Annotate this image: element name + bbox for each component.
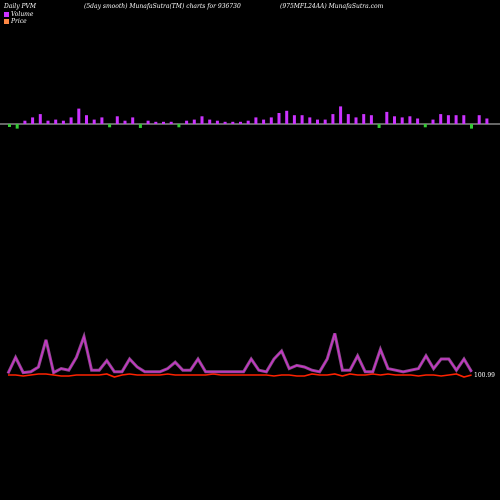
volume-bar bbox=[262, 119, 266, 124]
volume-bar bbox=[8, 124, 11, 127]
legend-volume: Volume bbox=[4, 11, 33, 18]
volume-swatch-icon bbox=[4, 12, 9, 17]
volume-bar bbox=[454, 115, 458, 124]
volume-bar bbox=[439, 114, 443, 124]
volume-bar bbox=[408, 116, 412, 124]
volume-bar bbox=[477, 115, 481, 124]
volume-bar bbox=[446, 115, 450, 124]
volume-bar bbox=[269, 117, 273, 124]
volume-bar bbox=[331, 114, 335, 124]
volume-bar bbox=[100, 117, 104, 124]
volume-bar bbox=[162, 121, 165, 124]
volume-bar bbox=[131, 117, 135, 124]
volume-bar bbox=[470, 124, 473, 129]
line-series bbox=[6, 331, 473, 378]
volume-bar bbox=[231, 121, 235, 124]
volume-bar bbox=[46, 120, 50, 124]
volume-bar bbox=[54, 119, 58, 124]
volume-bar bbox=[377, 124, 381, 128]
volume-bar bbox=[393, 116, 396, 124]
volume-bar bbox=[308, 117, 312, 124]
volume-bar bbox=[146, 120, 150, 124]
volume-bar bbox=[38, 114, 42, 124]
legend-price-label: Price bbox=[11, 18, 27, 25]
volume-bar bbox=[69, 117, 73, 124]
volume-bar bbox=[123, 120, 127, 124]
volume-bar bbox=[362, 114, 366, 124]
volume-bar bbox=[416, 118, 420, 124]
volume-bar bbox=[485, 118, 489, 124]
volume-bar bbox=[208, 119, 212, 124]
volume-bar bbox=[277, 113, 281, 124]
price-line bbox=[8, 373, 472, 378]
volume-bar bbox=[92, 119, 96, 124]
volume-bar bbox=[462, 115, 466, 124]
volume-bar bbox=[138, 124, 142, 128]
volume-bar bbox=[215, 120, 219, 124]
legend-volume-label: Volume bbox=[11, 11, 34, 18]
volume-bar bbox=[23, 120, 27, 124]
volume-bar bbox=[77, 108, 81, 124]
volume-bar bbox=[300, 115, 304, 124]
chart-header-right: (975MFL24AA) MunafaSutra.com bbox=[280, 3, 384, 10]
volume-bar bbox=[31, 117, 35, 124]
volume-bar bbox=[346, 114, 350, 124]
volume-bar bbox=[431, 119, 435, 124]
volume-bars bbox=[8, 106, 489, 129]
volume-bar bbox=[177, 124, 181, 128]
volume-bar bbox=[354, 117, 358, 124]
volume-bar bbox=[61, 120, 65, 124]
volume-bar bbox=[423, 124, 427, 128]
price-axis-label: 100.99 bbox=[474, 372, 495, 379]
chart-header-center: (5day smooth) MunafaSutra(TM) charts for… bbox=[84, 3, 241, 10]
volume-bar bbox=[323, 119, 327, 124]
volume-bar bbox=[385, 111, 389, 124]
volume-bar bbox=[115, 116, 119, 124]
volume-bar bbox=[185, 120, 189, 124]
volume-bar bbox=[223, 121, 227, 124]
legend-price: Price bbox=[4, 18, 27, 25]
volume-bar bbox=[339, 106, 343, 124]
chart-header-left: Daily PVM bbox=[4, 3, 37, 10]
volume-bar bbox=[15, 124, 19, 129]
volume-bar bbox=[292, 115, 296, 124]
volume-bar bbox=[254, 117, 258, 124]
volume-bar bbox=[369, 115, 373, 124]
volume-bar bbox=[192, 119, 196, 124]
volume-bar bbox=[316, 119, 319, 124]
volume-bar bbox=[108, 124, 112, 128]
volume-bar bbox=[400, 117, 404, 124]
volume-bar bbox=[239, 121, 242, 124]
volume-bar bbox=[85, 115, 88, 124]
volume-bar bbox=[200, 116, 204, 124]
volume-bar bbox=[285, 110, 289, 124]
volume-bar bbox=[246, 120, 250, 124]
volume-bar bbox=[154, 121, 158, 124]
volume-line bbox=[7, 333, 473, 374]
volume-bar bbox=[169, 121, 173, 124]
price-swatch-icon bbox=[4, 19, 9, 24]
